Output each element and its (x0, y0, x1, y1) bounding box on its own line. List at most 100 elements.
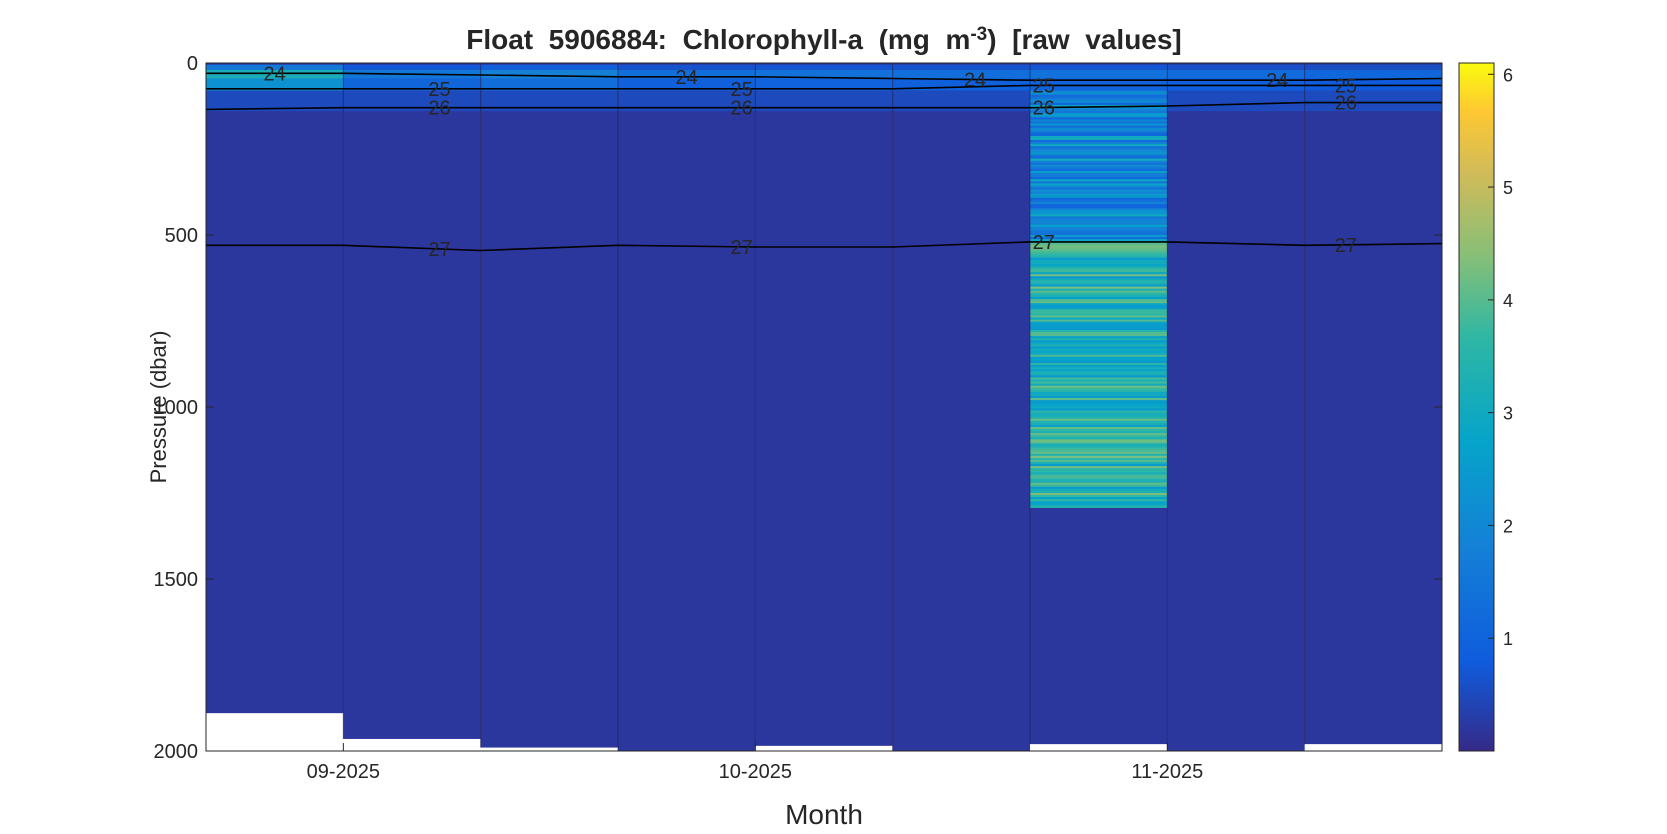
profile-anomaly-cell (1030, 278, 1168, 281)
profile-anomaly-cell (1030, 433, 1168, 436)
profile-anomaly-cell (1030, 166, 1168, 170)
profile-column (617, 63, 756, 751)
profile-anomaly-cell (1030, 107, 1168, 110)
isopycnal-label: 27 (428, 239, 450, 261)
profile-anomaly-cell (1030, 185, 1168, 189)
profile-anomaly-cell (1030, 385, 1168, 389)
profile-anomaly-cell (1030, 439, 1168, 442)
profile-anomaly-cell (1030, 459, 1168, 463)
profile-anomaly-cell (1030, 216, 1168, 219)
profile-anomaly-cell (1030, 137, 1168, 141)
isopycnal-line (206, 101, 1442, 111)
profile-anomaly-cell (1030, 329, 1168, 333)
profile-anomaly-cell (1030, 208, 1168, 211)
profile-anomaly-cell (1030, 325, 1168, 329)
profile-column (342, 63, 481, 739)
profile-column (1166, 63, 1305, 751)
profile-anomaly-cell (1030, 121, 1168, 125)
isopycnal-label: 24 (1266, 70, 1288, 92)
profile-anomaly-cell (1030, 346, 1168, 350)
chart-title-superscript: -3 (970, 24, 987, 45)
profile-anomaly-cell (1030, 140, 1168, 143)
profile-anomaly-cell (1030, 199, 1168, 203)
profile-anomaly-cell (1030, 412, 1168, 416)
profile-surface-cell (892, 69, 1030, 79)
profile-anomaly-cell (1030, 464, 1168, 467)
profile-anomaly-cell (1030, 135, 1168, 139)
profile-deep-cell (892, 63, 1030, 751)
profile-surface-cell (1167, 78, 1305, 91)
profile-column (480, 63, 618, 748)
profile-anomaly-cell (1030, 177, 1168, 180)
colorbar: 1 2 3 4 5 6 (1458, 62, 1513, 752)
profile-anomaly-cell (1030, 398, 1168, 401)
profile-anomaly-cell (1030, 474, 1168, 477)
profile-anomaly-cell (1030, 228, 1168, 232)
profile-anomaly-cell (1030, 222, 1168, 226)
profile-surface-cell (480, 69, 618, 79)
profile-anomaly-cell (1030, 290, 1168, 294)
isopycnal-line (206, 84, 1442, 90)
profile-anomaly-cell (1030, 342, 1168, 345)
profile-anomaly-cell (1030, 449, 1168, 453)
isopycnal-label: 25 (1335, 75, 1357, 97)
isopycnal-label: 24 (264, 63, 286, 85)
profile-anomaly-cell (1030, 245, 1168, 248)
profile-anomaly-cell (1030, 455, 1168, 459)
chart-title: Float 5906884: Chlorophyll-a (mg m-3) [r… (466, 24, 1182, 55)
profile-anomaly-cell (1030, 214, 1168, 217)
profile-anomaly-cell (1030, 243, 1168, 246)
profile-anomaly-cell (1030, 235, 1168, 238)
profile-anomaly-cell (1030, 466, 1168, 469)
profile-anomaly-cell (1030, 400, 1168, 403)
profile-anomaly-cell (1030, 311, 1168, 314)
profile-deep-cell (1167, 63, 1305, 751)
profile-anomaly-cell (1030, 406, 1168, 409)
profile-anomaly-cell (1030, 375, 1168, 378)
x-axis: 09-2025 10-2025 11-2025 (307, 743, 1203, 783)
profile-anomaly-cell (1030, 309, 1168, 312)
profile-anomaly-cell (1030, 323, 1168, 327)
profile-anomaly-cell (1030, 371, 1168, 374)
profile-anomaly-cell (1030, 142, 1168, 145)
profile-anomaly-cell (1030, 470, 1168, 473)
profile-anomaly-cell (1030, 410, 1168, 414)
profile-anomaly-cell (1030, 146, 1168, 149)
profile-anomaly-cell (1030, 280, 1168, 283)
profile-anomaly-cell (1030, 301, 1168, 304)
profile-anomaly-cell (1030, 484, 1168, 488)
profile-anomaly-cell (1030, 497, 1168, 500)
profile-anomaly-cell (1030, 356, 1168, 360)
profile-column (754, 63, 893, 746)
profile-anomaly-cell (1030, 367, 1168, 370)
profile-anomaly-cell (1030, 373, 1168, 376)
profile-anomaly-cell (1030, 268, 1168, 271)
colorbar-tick-label: 5 (1503, 178, 1513, 198)
profile-anomaly-cell (1030, 111, 1168, 114)
profile-surface-cell (1030, 64, 1168, 70)
profile-anomaly-cell (1030, 210, 1168, 213)
profile-surface-cell (343, 78, 481, 91)
profile-anomaly-cell (1030, 175, 1168, 178)
profile-anomaly-cell (1030, 303, 1168, 306)
isopycnal-label: 25 (1033, 75, 1055, 97)
profile-anomaly-cell (1030, 476, 1168, 480)
profile-surface-cell (892, 90, 1030, 112)
profile-anomaly-cell (1030, 379, 1168, 383)
profile-anomaly-cell (1030, 127, 1168, 131)
profile-anomaly-cell (1030, 96, 1168, 100)
profile-anomaly-cell (1030, 472, 1168, 475)
profile-anomaly-cell (1030, 98, 1168, 102)
profile-anomaly-cell (1030, 206, 1168, 209)
isopycnal-label: 26 (730, 98, 752, 120)
profile-anomaly-cell (1030, 129, 1168, 133)
profile-anomaly-cell (1030, 505, 1168, 508)
y-tick-label: 1500 (154, 569, 199, 591)
profile-anomaly-cell (1030, 352, 1168, 356)
profile-anomaly-cell (1030, 391, 1168, 395)
profile-anomaly-cell (1030, 457, 1168, 461)
profile-anomaly-cell (1030, 220, 1168, 224)
profile-anomaly-cell (1030, 204, 1168, 207)
